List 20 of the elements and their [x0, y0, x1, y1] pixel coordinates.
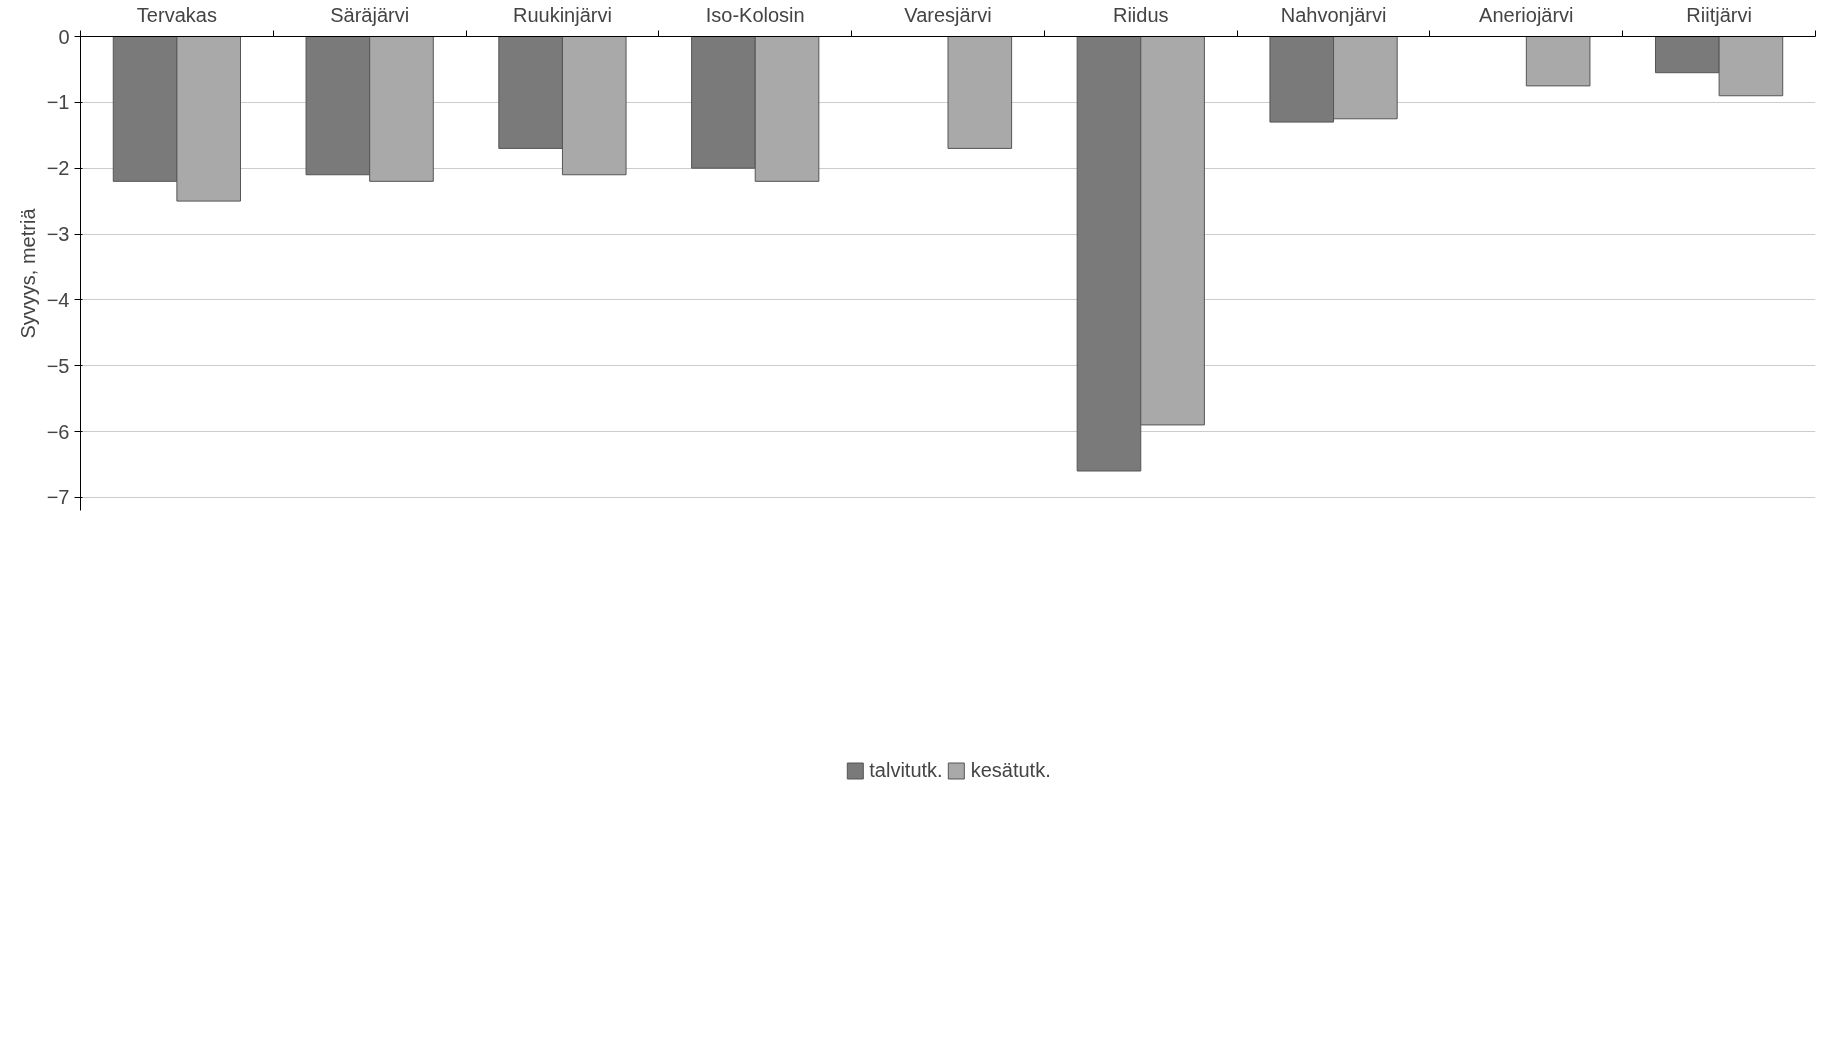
y-tick-label: −7	[46, 486, 70, 509]
y-tick-label: −6	[46, 420, 70, 443]
legend-label: talvitutk.	[869, 758, 943, 782]
y-tick-label: −4	[46, 288, 70, 311]
y-tick-label: −5	[46, 354, 70, 377]
x-tick-label: Iso-Kolosin	[705, 3, 805, 26]
x-tick-label: Ruukinjärvi	[512, 3, 612, 26]
y-tick-label: −1	[46, 91, 70, 114]
x-tick-label: Nahvonjärvi	[1280, 3, 1387, 26]
x-tick-label: Riitjärvi	[1686, 3, 1752, 26]
x-tick-label: Säräjärvi	[330, 3, 410, 26]
x-tick-label: Riidus	[1112, 3, 1169, 26]
y-tick-label: 0	[58, 25, 70, 48]
y-tick-label: −2	[46, 157, 70, 180]
y-axis-title: Syvyys, metriä	[16, 207, 39, 339]
legend-label: kesätutk.	[970, 758, 1051, 782]
y-tick-label: −3	[46, 223, 70, 245]
x-tick-label: Varesjärvi	[904, 3, 992, 26]
x-tick-label: Aneriojärvi	[1479, 3, 1574, 26]
x-tick-label: Tervakas	[136, 3, 217, 26]
